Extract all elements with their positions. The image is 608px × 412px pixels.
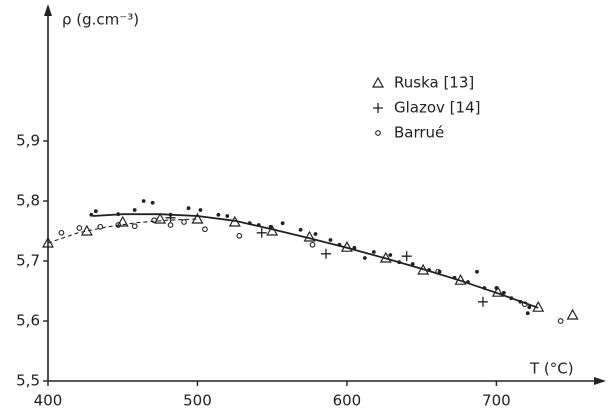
dot-marker — [132, 208, 137, 212]
circle-marker — [115, 222, 122, 228]
y-tick-label: 5,5 — [16, 372, 40, 390]
circle-marker — [151, 217, 157, 224]
legend-label: Barrué — [394, 124, 444, 142]
circle-marker — [309, 241, 316, 248]
x-tick-label: 400 — [34, 392, 63, 410]
x-tick-label: 500 — [183, 392, 212, 410]
dot-marker — [93, 209, 98, 214]
dot-marker — [216, 212, 221, 217]
dot-marker — [494, 286, 499, 290]
circle-marker — [76, 225, 83, 231]
dot-marker — [298, 227, 303, 232]
dot-marker — [371, 250, 376, 254]
circle-marker — [131, 223, 138, 230]
x-tick-label: 700 — [482, 392, 511, 410]
y-tick-label: 5,7 — [16, 252, 40, 270]
circle-marker — [236, 232, 243, 239]
circle-marker — [167, 222, 174, 228]
dot-marker — [89, 212, 94, 217]
dot-marker — [280, 221, 285, 226]
fit-curve — [47, 218, 198, 244]
x-tick-label: 600 — [333, 392, 362, 410]
triangle-marker — [116, 215, 129, 227]
x-arrow — [594, 377, 606, 385]
dot-marker — [225, 214, 230, 218]
x-axis-label: T (°C) — [529, 360, 574, 378]
y-tick-label: 5,6 — [16, 312, 40, 330]
triangle-marker — [303, 230, 316, 242]
dot-marker — [410, 262, 415, 266]
dot-marker — [186, 206, 191, 211]
legend-marker — [373, 103, 383, 113]
dot-marker — [328, 238, 333, 242]
plus-marker — [401, 251, 412, 262]
legend-marker — [375, 130, 381, 136]
legend-label: Glazov [14] — [394, 99, 480, 117]
dot-marker — [150, 200, 155, 205]
fit-curve — [92, 213, 539, 309]
legend-label: Ruska [13] — [394, 74, 474, 92]
triangle-marker — [566, 308, 579, 320]
triangle-marker — [154, 212, 167, 224]
circle-marker — [557, 318, 564, 324]
dot-marker — [437, 269, 442, 274]
y-tick-label: 5,8 — [16, 192, 40, 210]
dot-marker — [501, 290, 506, 295]
plus-marker — [320, 248, 331, 259]
dot-marker — [388, 253, 393, 257]
circle-marker — [58, 229, 65, 236]
dot-marker — [525, 311, 530, 316]
circle-marker — [181, 219, 187, 225]
dot-marker — [362, 256, 367, 260]
dot-marker — [475, 269, 479, 274]
triangle-marker — [191, 212, 204, 224]
dot-marker — [313, 232, 318, 236]
y-arrow — [44, 4, 52, 16]
y-axis-label: ρ (g.cm⁻³) — [62, 11, 139, 29]
circle-marker — [202, 226, 208, 233]
dot-marker — [198, 208, 203, 212]
y-tick-label: 5,9 — [16, 132, 40, 150]
dot-marker — [141, 199, 146, 203]
plus-marker — [477, 296, 488, 307]
legend-marker — [371, 76, 385, 88]
dot-marker — [527, 305, 532, 310]
plus-marker — [256, 227, 267, 238]
circle-marker — [97, 223, 104, 230]
